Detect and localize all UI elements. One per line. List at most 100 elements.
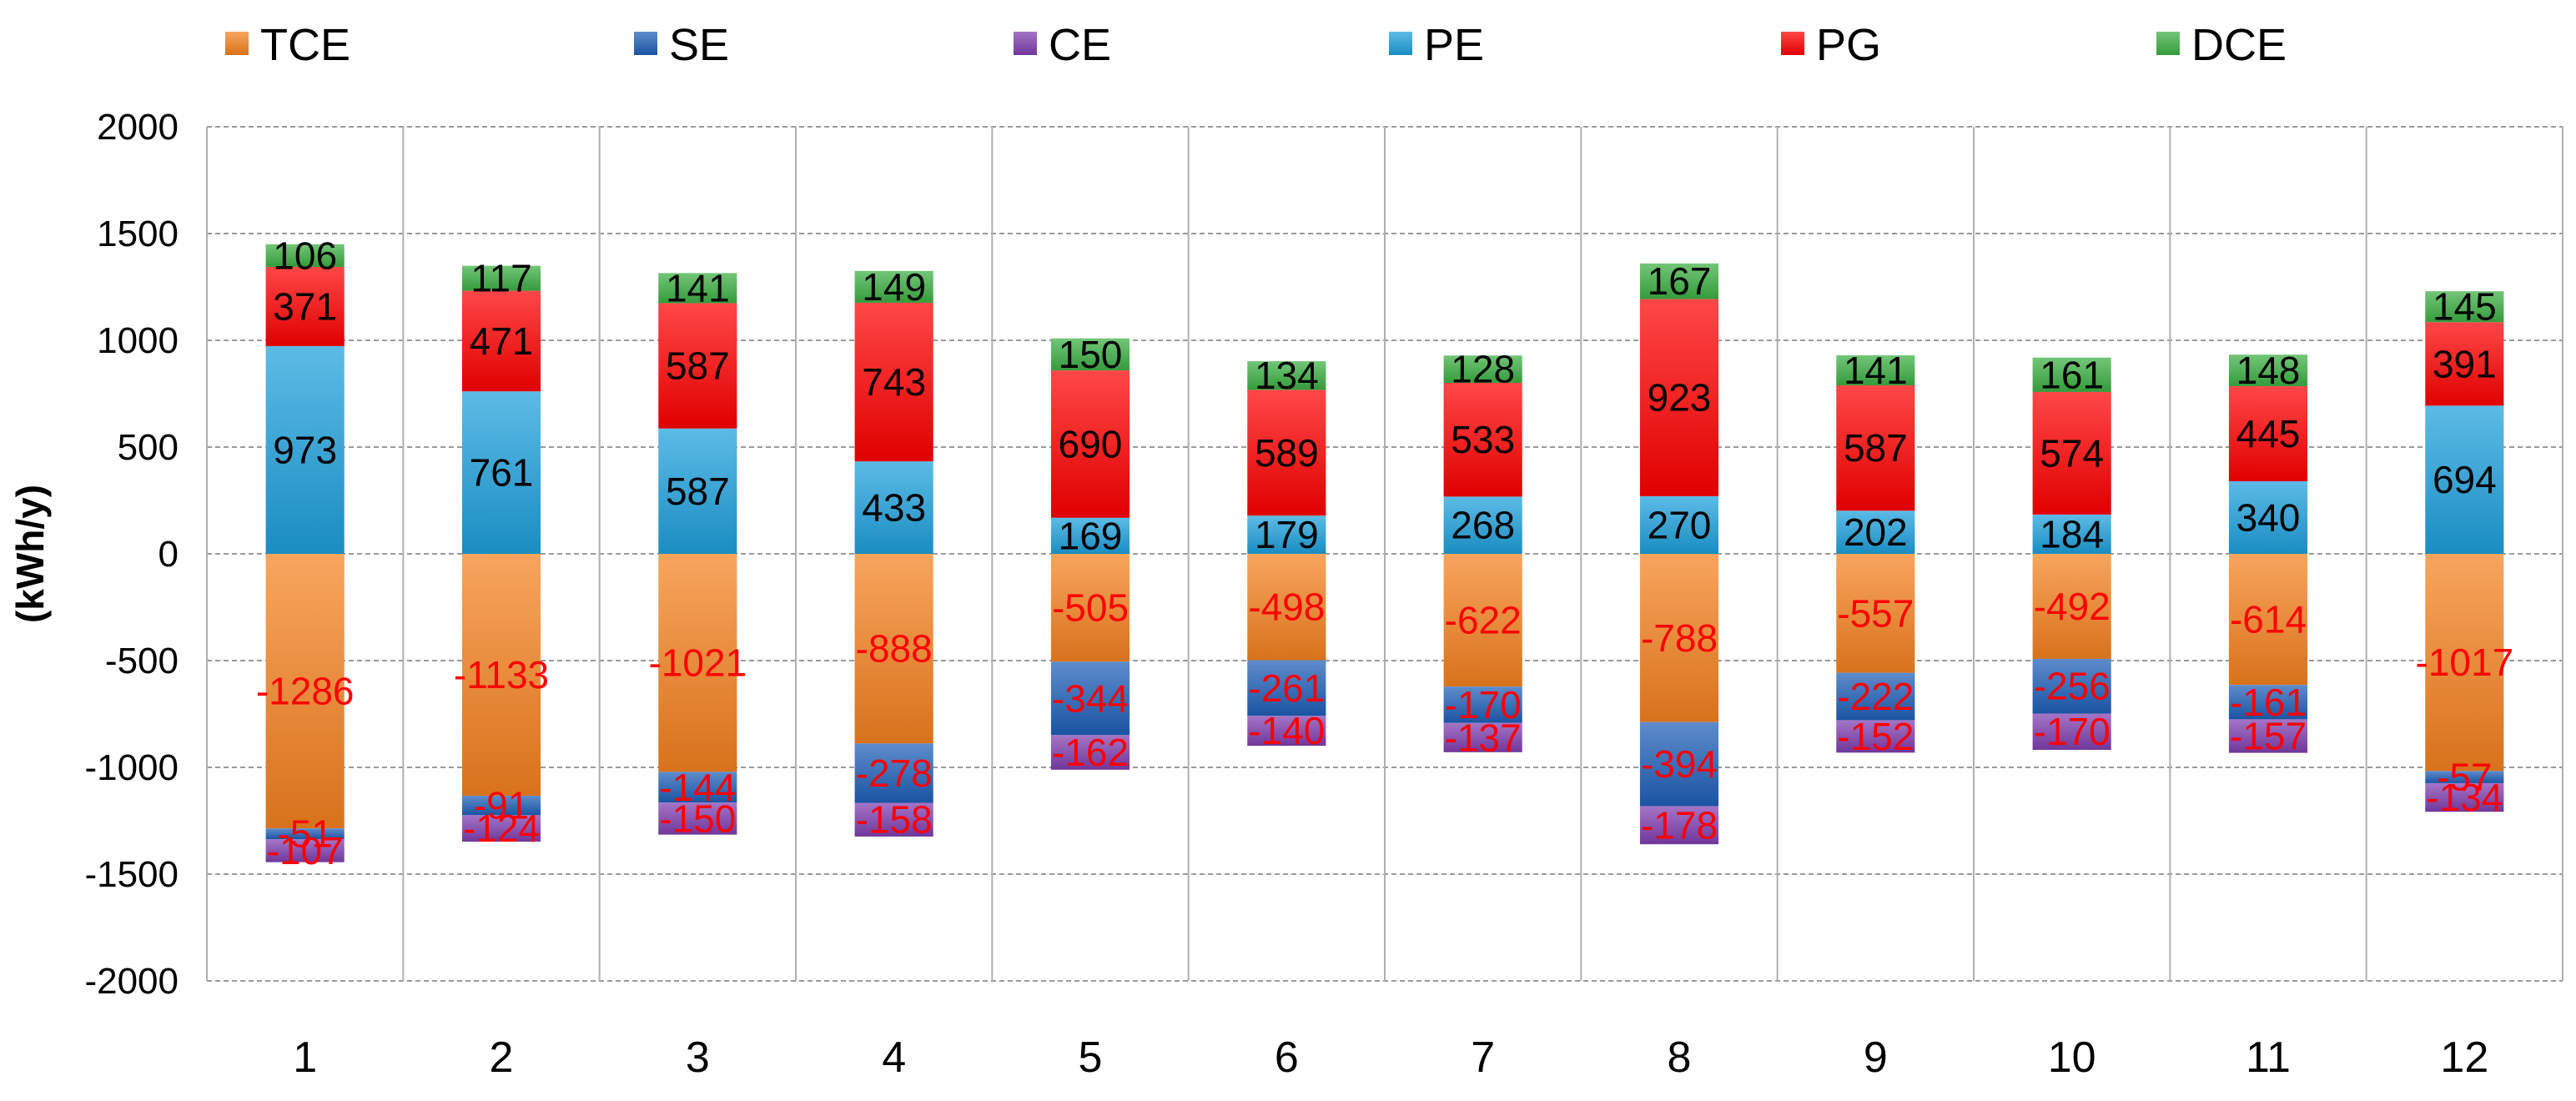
bar-se xyxy=(854,743,933,803)
bar-value-label: 533 xyxy=(1451,418,1515,461)
bar-se xyxy=(1443,686,1522,723)
bar-value-label: -157 xyxy=(2230,714,2307,757)
bar-pg xyxy=(2425,322,2504,406)
x-tick-label: 7 xyxy=(1471,1033,1495,1082)
bar-value-label: -394 xyxy=(1641,742,1718,786)
bar-ce xyxy=(658,802,737,835)
bar-value-label: 150 xyxy=(1059,333,1123,376)
bar-value-label: -91 xyxy=(474,784,529,827)
gridlines xyxy=(206,126,2563,982)
bar-value-label: -137 xyxy=(1445,716,1522,759)
bar-value-label: -788 xyxy=(1641,616,1718,660)
bar-pg xyxy=(658,303,737,429)
bar-value-label: 445 xyxy=(2236,412,2301,455)
bar-value-label: -161 xyxy=(2230,681,2307,724)
bar-se xyxy=(1836,672,1915,721)
y-axis-label: (kWh/y) xyxy=(8,485,52,623)
bar-pe xyxy=(854,461,933,554)
y-tick-label: 500 xyxy=(118,427,179,468)
bar-value-label: 587 xyxy=(666,470,730,513)
bar-tce xyxy=(1247,554,1326,661)
bar-value-label: -492 xyxy=(2034,585,2111,628)
x-tick-label: 8 xyxy=(1668,1033,1692,1082)
bar-pe xyxy=(1443,496,1522,554)
legend-swatch-pg xyxy=(1781,32,1804,55)
bar-value-label: -888 xyxy=(856,627,933,671)
bar-value-label: 184 xyxy=(2040,512,2104,556)
bar-pe xyxy=(1050,517,1130,554)
bar-value-label: 128 xyxy=(1451,348,1515,391)
bar-value-label: -505 xyxy=(1052,586,1129,630)
bar-se xyxy=(658,772,737,803)
bar-value-label: -158 xyxy=(856,798,933,842)
bar-tce xyxy=(854,554,933,744)
bar-dce xyxy=(854,270,933,303)
x-tick-label: 9 xyxy=(1864,1033,1888,1082)
bar-ce xyxy=(461,815,541,842)
bar-value-label: -57 xyxy=(2437,756,2492,799)
bar-value-label: 117 xyxy=(470,257,531,300)
bar-value-label: -178 xyxy=(1641,803,1718,847)
bar-value-label: -140 xyxy=(1248,709,1325,752)
bar-pg xyxy=(265,266,345,346)
bar-dce xyxy=(1836,354,1915,386)
bar-value-label: 268 xyxy=(1451,504,1515,547)
bars xyxy=(265,244,2504,862)
bar-tce xyxy=(461,554,541,797)
x-tick-label: 6 xyxy=(1275,1033,1299,1082)
bar-value-label: 587 xyxy=(1844,426,1908,470)
legend-label-tce: TCE xyxy=(260,20,350,70)
x-axis-ticks: 1 2 3 4 5 6 7 8 9 10 11 12 xyxy=(293,1033,2488,1082)
legend-swatch-dce xyxy=(2156,32,2180,55)
bar-value-label: 743 xyxy=(862,360,926,404)
bar-pg xyxy=(2032,391,2111,515)
bar-value-label: 340 xyxy=(2236,495,2301,539)
bar-value-label: 169 xyxy=(1059,514,1123,557)
bar-value-label: -134 xyxy=(2426,776,2503,819)
legend-label-pg: PG xyxy=(1816,20,1881,70)
bar-pe xyxy=(1247,515,1326,554)
bar-pg xyxy=(1836,385,1915,511)
bar-pg xyxy=(1247,390,1326,516)
bar-value-label: 471 xyxy=(470,319,534,363)
bar-se xyxy=(2032,658,2111,714)
bar-value-label: -498 xyxy=(1248,586,1325,629)
bar-pe xyxy=(265,345,345,554)
x-tick-label: 2 xyxy=(490,1033,514,1082)
bar-value-label: 148 xyxy=(2236,349,2301,392)
bar-tce xyxy=(265,554,345,829)
bar-dce xyxy=(461,265,541,291)
bar-value-label: -51 xyxy=(277,812,332,856)
y-tick-label: -2000 xyxy=(84,961,179,1002)
y-axis-ticks: -2000 -1500 -1000 -500 0 500 1000 1500 2000 xyxy=(84,107,179,1002)
bar-dce xyxy=(2425,291,2504,323)
bar-pg xyxy=(1050,370,1130,518)
bar-pg xyxy=(1443,382,1522,497)
bar-dce xyxy=(1639,263,1719,299)
bar-value-label: -1021 xyxy=(649,641,747,685)
bar-tce xyxy=(1050,554,1130,662)
x-tick-label: 4 xyxy=(882,1033,906,1082)
legend-label-se: SE xyxy=(669,20,729,70)
bar-value-label: -614 xyxy=(2230,598,2307,641)
bar-value-label: -261 xyxy=(1248,666,1325,710)
bar-value-label: 202 xyxy=(1844,510,1908,554)
bar-dce xyxy=(1050,338,1130,371)
bar-se xyxy=(2425,771,2504,783)
bar-se xyxy=(265,828,345,840)
bar-ce xyxy=(1639,806,1719,845)
legend-swatch-ce xyxy=(1014,32,1037,55)
x-tick-label: 10 xyxy=(2048,1033,2096,1082)
bar-ce xyxy=(1247,716,1326,747)
y-tick-label: -1000 xyxy=(84,747,179,788)
x-tick-label: 5 xyxy=(1079,1033,1103,1082)
bar-value-label: -256 xyxy=(2034,665,2111,708)
bar-se xyxy=(2228,685,2308,720)
legend-swatch-pe xyxy=(1389,32,1412,55)
bar-dce xyxy=(2032,357,2111,392)
legend-swatch-tce xyxy=(225,32,249,55)
bar-value-label: -278 xyxy=(856,752,933,795)
y-tick-label: -500 xyxy=(105,641,179,681)
bar-value-labels: -1286 -51-107 973 371 106 -1133 -91-124 761 471 1… xyxy=(256,234,2513,872)
